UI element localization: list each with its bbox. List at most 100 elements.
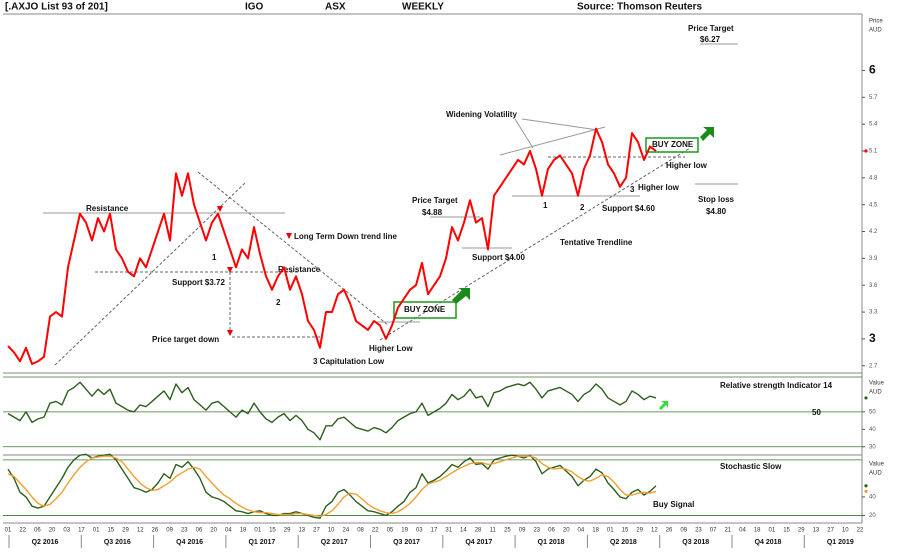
last-value-marker <box>864 149 868 153</box>
annotation: Higher low <box>666 161 708 170</box>
y-tick-label: 20 <box>869 513 876 519</box>
quarter-label: Q3 2018 <box>682 539 709 546</box>
panel-title: Stochastic Slow <box>720 462 782 471</box>
y-tick-label: 5.1 <box>869 149 878 155</box>
series-line <box>7 453 657 519</box>
annotation: Stop loss <box>698 195 735 204</box>
y-axis-label: AUD <box>869 390 882 396</box>
x-tick-label: 01 <box>254 528 261 534</box>
annotation: Support $4.00 <box>472 253 525 262</box>
x-tick-label: 18 <box>240 528 247 534</box>
header-text: ASX <box>325 2 346 13</box>
y-tick-label: 2.7 <box>869 363 878 369</box>
x-tick-label: 18 <box>754 528 761 534</box>
x-tick-label: 13 <box>298 528 305 534</box>
x-tick-label: 23 <box>181 528 188 534</box>
x-tick-label: 14 <box>460 528 467 534</box>
x-tick-label: 29 <box>122 528 129 534</box>
x-tick-label: 01 <box>769 528 776 534</box>
series-line <box>7 455 657 518</box>
y-tick-label: 4.2 <box>869 229 878 235</box>
annotation: 3 Capitulation Low <box>313 357 385 366</box>
x-tick-label: 13 <box>813 528 820 534</box>
annotation: Long Term Down trend line <box>294 232 398 241</box>
header-text: WEEKLY <box>402 2 444 13</box>
x-tick-label: 26 <box>152 528 159 534</box>
y-tick-label: 4.5 <box>869 202 878 208</box>
last-value-marker <box>864 396 868 400</box>
x-tick-label: 05 <box>387 528 394 534</box>
x-tick-label: 28 <box>475 528 482 534</box>
x-tick-label: 24 <box>343 528 350 534</box>
x-tick-label: 09 <box>166 528 173 534</box>
x-tick-label: 22 <box>372 528 379 534</box>
x-tick-label: 15 <box>783 528 790 534</box>
x-tick-label: 19 <box>401 528 408 534</box>
y-tick-label: 40 <box>869 494 876 500</box>
x-tick-label: 21 <box>724 528 731 534</box>
y-tick-label: 3.6 <box>869 283 878 289</box>
x-tick-label: 27 <box>827 528 834 534</box>
y-tick-label: 30 <box>869 444 876 450</box>
x-tick-label: 04 <box>225 528 232 534</box>
annotation: Resistance <box>278 265 321 274</box>
x-tick-label: 03 <box>416 528 423 534</box>
x-tick-label: 15 <box>107 528 114 534</box>
annotation: BUY ZONE <box>652 140 694 149</box>
annotation: 50 <box>812 408 821 417</box>
y-tick-label: 6 <box>869 63 876 77</box>
x-tick-label: 23 <box>533 528 540 534</box>
quarter-label: Q2 2017 <box>321 539 348 546</box>
x-tick-label: 07 <box>710 528 717 534</box>
y-tick-label: 50 <box>869 409 876 415</box>
x-tick-label: 12 <box>137 528 144 534</box>
y-axis-label: AUD <box>869 28 882 34</box>
x-tick-label: 03 <box>63 528 70 534</box>
y-tick-label: 5.7 <box>869 95 878 101</box>
series-line <box>7 127 657 365</box>
y-axis-label: Value <box>869 462 885 468</box>
x-tick-label: 20 <box>210 528 217 534</box>
annotation: 3 <box>630 185 635 194</box>
annotation: Higher low <box>638 183 680 192</box>
y-axis-label: AUD <box>869 471 882 477</box>
panel-frame <box>3 13 863 524</box>
header-text: [.AXJO List 93 of 201] <box>5 2 108 13</box>
y-tick-label: 4.8 <box>869 175 878 181</box>
annotation: $6.27 <box>700 35 721 44</box>
annotation: Price Target <box>412 196 458 205</box>
annotation: BUY ZONE <box>404 305 446 314</box>
x-tick-label: 12 <box>651 528 658 534</box>
x-tick-label: 06 <box>34 528 41 534</box>
series-line <box>7 381 657 441</box>
x-tick-label: 11 <box>490 528 497 534</box>
annotation: Support $4.60 <box>602 204 655 213</box>
annotation: Price target down <box>152 335 219 344</box>
x-tick-label: 06 <box>196 528 203 534</box>
x-tick-label: 01 <box>93 528 100 534</box>
quarter-label: Q2 2018 <box>610 539 637 546</box>
x-tick-label: 04 <box>578 528 585 534</box>
y-tick-label: 40 <box>869 427 876 433</box>
x-tick-label: 29 <box>284 528 291 534</box>
x-tick-label: 22 <box>857 528 864 534</box>
annotation: 2 <box>580 203 585 212</box>
y-tick-label: 3.9 <box>869 256 878 262</box>
quarter-label: Q3 2017 <box>393 539 420 546</box>
x-tick-label: 31 <box>445 528 452 534</box>
x-tick-label: 26 <box>666 528 673 534</box>
annotation: Widening Volatility <box>446 110 517 119</box>
last-value-marker <box>864 489 868 493</box>
x-tick-label: 04 <box>739 528 746 534</box>
quarter-label: Q2 2016 <box>32 539 59 546</box>
x-tick-label: 01 <box>5 528 12 534</box>
annotation: $4.80 <box>706 207 727 216</box>
x-tick-label: 23 <box>695 528 702 534</box>
x-tick-label: 09 <box>519 528 526 534</box>
x-tick-label: 27 <box>313 528 320 534</box>
annotation: Buy Signal <box>653 500 694 509</box>
quarter-label: Q1 2018 <box>538 539 565 546</box>
quarter-label: Q1 2019 <box>827 539 854 546</box>
header-text: Source: Thomson Reuters <box>577 2 702 13</box>
